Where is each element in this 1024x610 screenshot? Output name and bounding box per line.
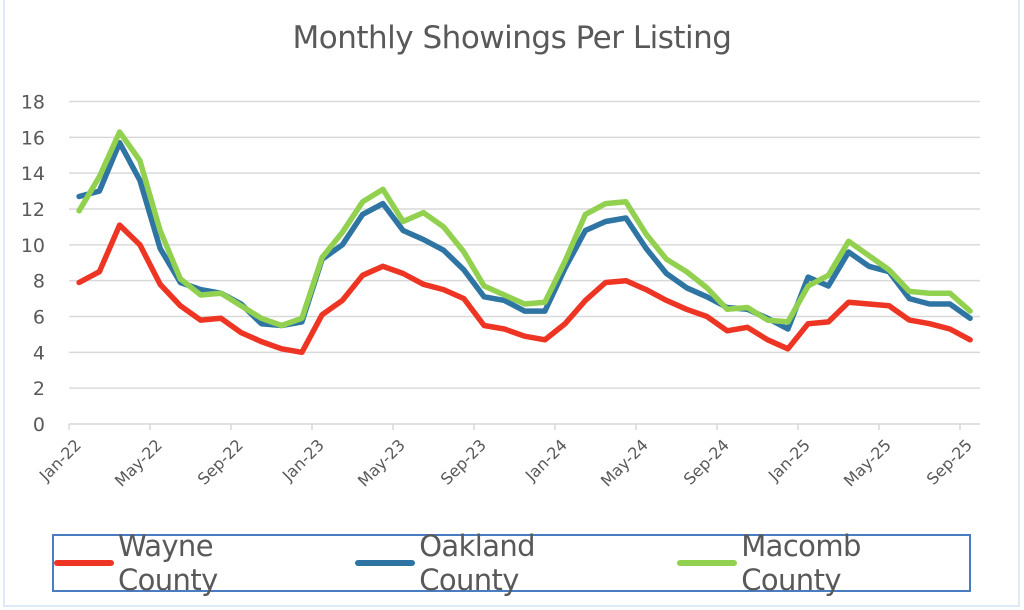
y-axis-ticks: 0 2 4 6 8 10 12 14 16 18: [21, 92, 45, 437]
series-lines: [76, 129, 973, 356]
legend-item-oakland[interactable]: Oakland County: [355, 529, 643, 597]
x-tick-label: Jan-24: [521, 435, 571, 485]
legend-label-wayne: Wayne County: [117, 529, 218, 597]
y-tick-label: 12: [21, 199, 45, 221]
y-tick-label: 6: [33, 307, 45, 329]
legend: Wayne County Oakland County Macomb Count…: [52, 529, 971, 597]
x-tick-label: Sep-25: [923, 435, 976, 488]
chart-frame: [3, 0, 1020, 607]
x-tick-label: May-25: [840, 435, 895, 490]
y-tick-label: 8: [33, 271, 45, 293]
legend-label-macomb: Macomb County: [741, 529, 861, 597]
x-tick-label: May-22: [111, 435, 166, 490]
x-axis: [68, 423, 980, 430]
legend-swatch-wayne: [54, 560, 114, 566]
y-tick-label: 14: [21, 163, 45, 185]
y-tick-label: 4: [33, 342, 45, 364]
x-tick-label: May-24: [597, 435, 652, 490]
series-line-macomb-county: [76, 129, 973, 329]
y-tick-label: 10: [21, 235, 45, 257]
series-line-wayne-county: [76, 222, 973, 356]
y-tick-label: 0: [33, 414, 45, 436]
y-tick-label: 18: [21, 92, 45, 114]
x-axis-ticks: Jan-22 May-22 Sep-22 Jan-23 May-23 Sep-23 Jan-…: [35, 435, 976, 490]
gridlines: [69, 100, 980, 389]
legend-swatch-macomb: [677, 560, 738, 566]
y-tick-label: 16: [21, 127, 45, 149]
legend-swatch-oakland: [355, 560, 416, 566]
x-tick-label: Sep-24: [680, 435, 733, 488]
chart-title: Monthly Showings Per Listing: [292, 20, 732, 56]
legend-label-oakland: Oakland County: [419, 529, 535, 597]
y-tick-label: 2: [33, 378, 45, 400]
x-tick-label: Jan-25: [764, 435, 814, 485]
x-tick-label: May-23: [354, 435, 409, 490]
x-tick-label: Sep-22: [194, 435, 247, 488]
plot-area: 0 2 4 6 8 10 12 14 16 18 Jan-22 May-22 Sep-22 Jan-23…: [21, 92, 980, 491]
x-tick-label: Jan-23: [278, 435, 328, 485]
legend-item-wayne[interactable]: Wayne County: [54, 529, 321, 597]
legend-item-macomb[interactable]: Macomb County: [677, 529, 969, 597]
x-tick-label: Jan-22: [35, 435, 85, 485]
x-tick-label: Sep-23: [437, 435, 490, 488]
